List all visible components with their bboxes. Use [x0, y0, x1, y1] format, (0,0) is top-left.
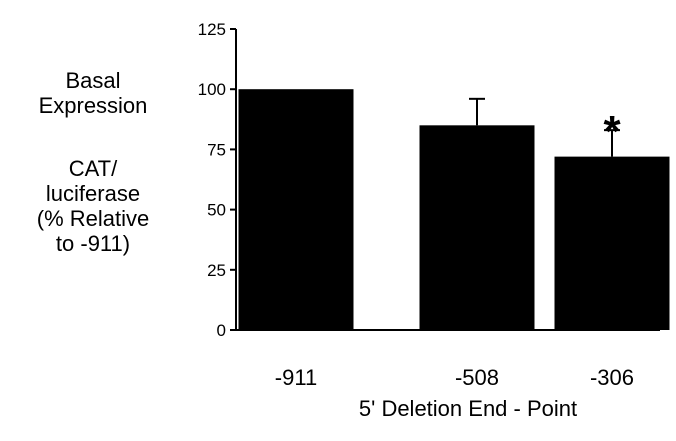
- bar: [238, 89, 354, 330]
- y-tick-label: 25: [207, 261, 226, 280]
- y-tick-label: 100: [198, 80, 226, 99]
- x-tick-label: -306: [590, 365, 634, 390]
- significance-asterisk: *: [603, 107, 621, 156]
- y-label-line: Basal: [65, 68, 121, 93]
- bar: [554, 156, 670, 330]
- y-tick-label: 50: [207, 201, 226, 220]
- y-label-line: (% Relative: [36, 206, 150, 231]
- y-tick-label: 125: [198, 20, 226, 39]
- y-tick-label: 0: [217, 321, 226, 340]
- x-tick-label: -911: [275, 365, 317, 390]
- x-axis-label: 5' Deletion End - Point: [358, 396, 578, 421]
- y-label-line: to -911): [55, 231, 131, 256]
- y-tick-label: 75: [207, 140, 226, 159]
- x-tick-label: -508: [455, 365, 499, 390]
- y-axis-label: Basal Expression CAT/ luciferase (% Rela…: [0, 68, 186, 256]
- bar: [419, 125, 535, 330]
- y-label-line: CAT/: [68, 156, 118, 181]
- y-label-line: Expression: [38, 93, 148, 118]
- y-label-line: luciferase: [45, 181, 141, 206]
